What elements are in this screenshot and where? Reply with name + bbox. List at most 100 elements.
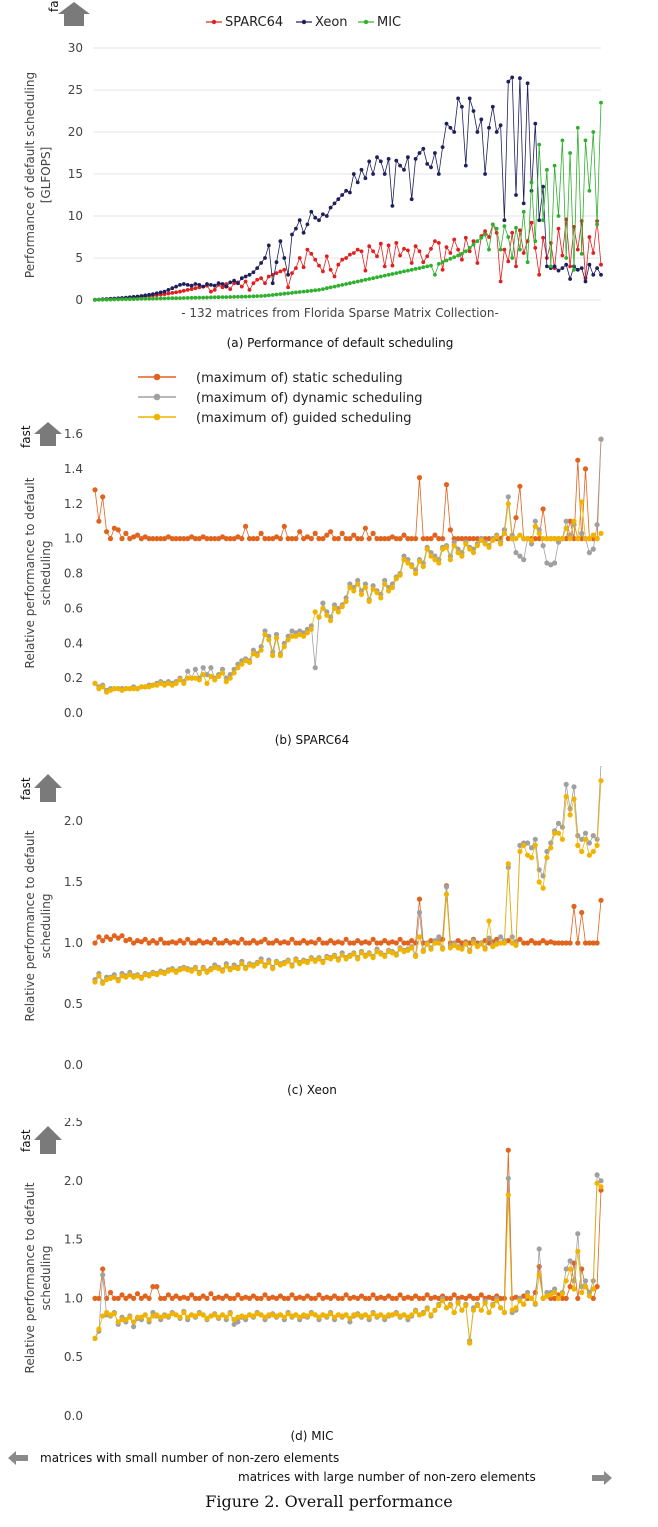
- series-line-guided: [94, 780, 602, 984]
- data-point-guided: [401, 948, 407, 955]
- data-point-sparc64: [266, 274, 271, 279]
- data-point-guided: [559, 536, 566, 542]
- fast-label: fast: [19, 425, 33, 448]
- data-point-guided: [351, 1312, 357, 1318]
- data-point-mic: [239, 294, 244, 299]
- data-point-guided: [285, 958, 291, 964]
- data-point-xeon: [174, 284, 179, 289]
- data-point-xeon: [398, 163, 402, 168]
- data-point-mic: [575, 125, 580, 130]
- data-point-sparc64: [239, 284, 244, 289]
- data-point-static: [413, 940, 419, 946]
- data-point-static: [161, 536, 168, 542]
- data-point-mic: [572, 267, 576, 272]
- data-point-guided: [196, 970, 202, 977]
- legend-label-static: (maximum of) static scheduling: [196, 371, 403, 386]
- data-point-guided: [548, 845, 554, 851]
- data-point-mic: [417, 266, 422, 270]
- data-point-guided: [100, 980, 106, 986]
- data-point-guided: [389, 584, 395, 591]
- data-point-guided: [440, 1298, 446, 1304]
- data-point-sparc64: [181, 288, 186, 293]
- data-point-dynamic: [312, 665, 318, 671]
- data-point-guided: [150, 970, 156, 977]
- data-point-xeon: [378, 159, 383, 164]
- data-point-static: [154, 536, 160, 542]
- data-point-sparc64: [351, 251, 356, 255]
- data-point-guided: [134, 973, 141, 979]
- data-point-static: [127, 936, 133, 942]
- data-point-static: [308, 536, 314, 542]
- data-point-guided: [563, 525, 569, 531]
- data-point-sparc64: [599, 262, 603, 267]
- data-point-static: [386, 1293, 392, 1299]
- data-point-xeon: [429, 165, 433, 170]
- y-tick-label: 2.5: [64, 1118, 83, 1129]
- data-point-guided: [293, 1312, 299, 1318]
- data-point-guided: [273, 1313, 280, 1319]
- data-point-static: [96, 518, 102, 524]
- data-point-guided: [293, 957, 299, 963]
- data-point-static: [154, 1284, 160, 1290]
- data-point-xeon: [533, 121, 538, 126]
- data-point-guided: [470, 940, 477, 946]
- data-point-guided: [501, 1309, 507, 1316]
- data-point-static: [250, 938, 256, 944]
- data-point-guided: [366, 951, 372, 957]
- data-point-static: [397, 1292, 403, 1298]
- data-point-static: [312, 940, 318, 946]
- data-point-xeon: [568, 277, 572, 281]
- chart-panel-c: fast Relative performance to default sch…: [0, 766, 658, 1106]
- data-point-static: [107, 536, 114, 542]
- data-point-static: [285, 940, 291, 946]
- data-point-guided: [420, 948, 426, 955]
- data-point-mic: [390, 272, 395, 276]
- data-point-xeon: [181, 282, 186, 286]
- data-point-guided: [432, 940, 438, 946]
- data-point-xeon: [313, 215, 318, 220]
- data-point-guided: [216, 1314, 222, 1320]
- data-point-guided: [154, 682, 160, 688]
- data-point-mic: [185, 296, 190, 300]
- y-tick-label: 25: [68, 83, 83, 97]
- data-point-sparc64: [321, 269, 325, 274]
- data-point-xeon: [514, 193, 518, 197]
- data-point-guided: [115, 978, 121, 984]
- data-point-guided: [335, 1312, 341, 1318]
- data-point-mic: [467, 246, 472, 250]
- data-point-static: [401, 1295, 407, 1301]
- data-point-guided: [540, 536, 546, 542]
- data-point-xeon: [359, 167, 364, 172]
- data-point-static: [416, 475, 423, 481]
- figure-caption: Figure 2. Overall performance: [205, 1492, 453, 1511]
- data-point-static: [428, 536, 434, 542]
- data-point-xeon: [444, 121, 449, 126]
- data-point-guided: [590, 532, 596, 538]
- data-point-guided: [482, 1300, 488, 1306]
- data-point-sparc64: [444, 245, 449, 250]
- data-point-mic: [490, 222, 495, 227]
- data-point-guided: [223, 963, 229, 969]
- data-point-static: [297, 1294, 303, 1300]
- data-point-guided: [509, 940, 515, 946]
- data-point-sparc64: [475, 261, 480, 265]
- data-point-static: [127, 1293, 133, 1299]
- data-point-static: [405, 940, 411, 946]
- data-point-guided: [467, 546, 473, 552]
- series-line-dynamic: [94, 439, 602, 691]
- data-point-static: [301, 938, 307, 944]
- data-point-guided: [119, 1317, 125, 1323]
- data-point-sparc64: [220, 285, 225, 290]
- chart-title-b: (b) SPARC64: [275, 733, 349, 747]
- data-point-static: [262, 536, 268, 542]
- data-point-mic: [425, 264, 430, 269]
- data-point-guided: [273, 635, 280, 641]
- data-point-guided: [324, 1313, 330, 1319]
- data-point-static: [134, 938, 141, 944]
- data-point-mic: [209, 295, 213, 300]
- data-point-sparc64: [537, 272, 542, 277]
- data-point-mic: [355, 279, 360, 284]
- data-point-static: [169, 536, 175, 542]
- data-point-mic: [243, 294, 248, 299]
- data-point-static: [158, 1295, 164, 1301]
